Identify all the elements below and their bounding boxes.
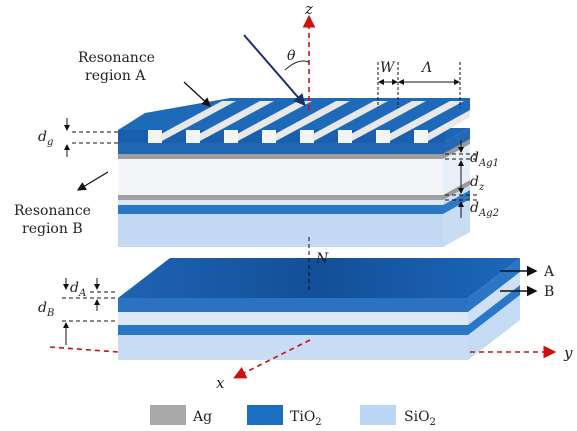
x-axis-label: x <box>216 374 225 392</box>
legend: Ag TiO2 SiO2 <box>150 405 436 428</box>
arrow-b-label: B <box>544 284 554 300</box>
lower-front-tio2-top <box>118 298 468 312</box>
lower-front-sio2-mid <box>118 312 468 325</box>
incident-beam <box>243 34 306 107</box>
legend-label-sio2: SiO2 <box>404 409 436 428</box>
svg-text:dg: dg <box>38 129 53 148</box>
svg-text:dA: dA <box>70 280 86 299</box>
legend-swatch-tio2 <box>247 405 283 425</box>
dab-markers: dA dB <box>38 278 118 345</box>
svg-text:dAg2: dAg2 <box>470 200 499 219</box>
upper-side-sio2-bottom <box>443 199 470 247</box>
lower-side-sio2-mid <box>468 272 520 325</box>
lambda-label: Λ <box>420 60 432 76</box>
svg-text:dz: dz <box>470 174 485 193</box>
resonance-a-line1: Resonance <box>78 50 155 66</box>
legend-label-tio2: TiO2 <box>290 409 322 428</box>
right-d-markers: dAg1 dz dAg2 <box>445 140 499 219</box>
lower-front-sio2-bottom <box>118 335 468 360</box>
z-axis-label: z <box>304 0 313 18</box>
ab-arrows: A B <box>500 264 555 300</box>
w-label: W <box>380 60 396 76</box>
svg-text:dB: dB <box>38 300 54 319</box>
legend-label-ag: Ag <box>192 409 212 425</box>
y-axis-label: y <box>563 344 573 362</box>
theta-label: θ <box>287 48 296 64</box>
lower-side-tio2-mid <box>468 285 520 335</box>
resonance-a-arrow <box>183 81 211 107</box>
lower-top-face <box>118 258 520 298</box>
legend-swatch-sio2 <box>360 405 396 425</box>
upper-side-ag2 <box>443 180 470 200</box>
lower-side-sio2-bottom <box>468 295 520 360</box>
resonance-b-line1: Resonance <box>14 203 91 219</box>
arrow-a-label: A <box>543 264 555 280</box>
upper-block <box>118 98 470 247</box>
upper-side-tio2-bottom <box>443 190 470 214</box>
legend-swatch-ag <box>150 405 186 425</box>
resonance-b-line2: region B <box>22 221 83 237</box>
resonance-a-line2: region A <box>85 68 146 84</box>
y-axis-back <box>49 346 119 353</box>
upper-front-ag2 <box>118 195 443 200</box>
upper-side-sio2-thick <box>443 144 470 195</box>
upper-front-ag1 <box>118 154 443 159</box>
resonance-b-arrow <box>76 171 109 191</box>
theta-arc <box>284 60 310 71</box>
upper-front-tio2-bottom <box>118 205 443 214</box>
upper-front-sio2-bottom <box>118 214 443 247</box>
n-label: N <box>315 251 329 267</box>
grating-ridges <box>148 101 470 143</box>
lower-block <box>118 258 520 360</box>
upper-front-sio2-mid <box>118 200 443 205</box>
lower-front-tio2-mid <box>118 325 468 335</box>
svg-text:dAg1: dAg1 <box>470 150 499 169</box>
dg-marker: dg <box>38 118 118 157</box>
upper-side-tio2-top <box>443 128 470 154</box>
upper-side-ag1 <box>443 139 470 159</box>
w-lambda-dims: W Λ <box>377 60 461 108</box>
upper-front-sio2-thick <box>118 159 443 195</box>
x-axis <box>233 339 311 379</box>
axes: z y x <box>49 0 573 392</box>
upper-front-tio2-top <box>118 143 443 154</box>
